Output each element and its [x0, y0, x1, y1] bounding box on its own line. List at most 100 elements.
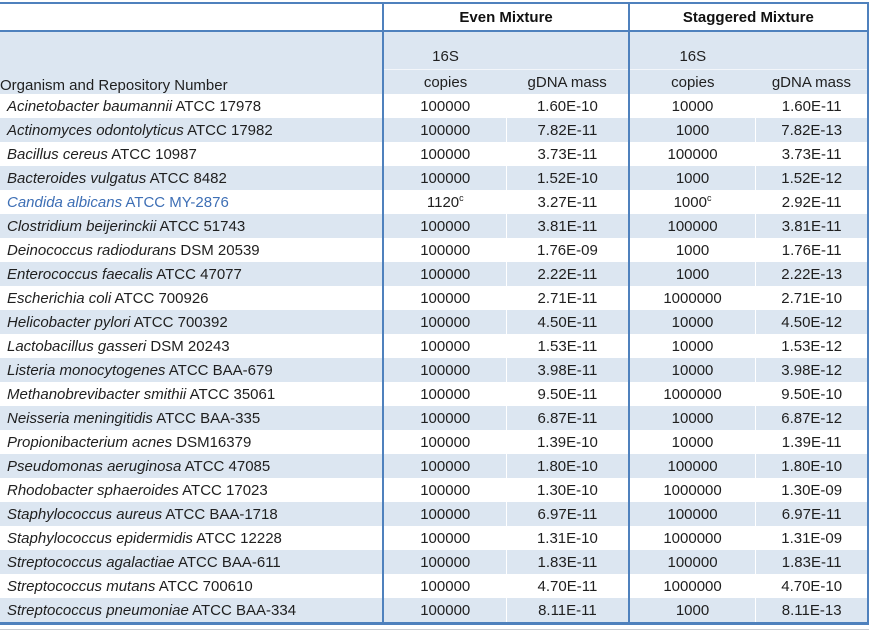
- staggered-16s-copies-cell: 1000: [627, 166, 756, 190]
- staggered-16s-copies-cell: 10000: [627, 358, 756, 382]
- organism-cell: Streptococcus mutans ATCC 700610: [0, 574, 383, 598]
- column-header-staggered-gdna-mass: gDNA mass: [755, 31, 868, 94]
- group-header-blank: [0, 3, 384, 32]
- staggered-16s-copies-cell: 1000c: [627, 190, 756, 214]
- even-gdna-mass-cell: 1.53E-11: [506, 334, 629, 358]
- column-header-organism: Organism and Repository Number: [0, 31, 384, 94]
- repository-number: ATCC 17978: [172, 97, 262, 115]
- organism-cell: Listeria monocytogenes ATCC BAA-679: [0, 358, 384, 382]
- staggered-gdna-mass-cell: 8.11E-13: [755, 598, 868, 624]
- repository-number: ATCC 47085: [181, 457, 271, 475]
- even-16s-copies-cell: 100000: [382, 478, 507, 502]
- organism-cell: Staphylococcus aureus ATCC BAA-1718: [0, 502, 384, 526]
- repository-number: ATCC 47077: [152, 265, 242, 283]
- organism-species-name: Propionibacterium acnes: [7, 433, 173, 451]
- even-gdna-mass-cell: 3.98E-11: [506, 358, 629, 382]
- staggered-gdna-mass-cell: 9.50E-10: [755, 382, 868, 406]
- staggered-gdna-mass-cell: 1.60E-11: [755, 94, 868, 118]
- organism-cell: Escherichia coli ATCC 700926: [0, 286, 383, 310]
- group-header-row: Even Mixture Staggered Mixture: [0, 3, 868, 32]
- header-copies-label: copies: [384, 69, 507, 94]
- staggered-16s-copies-cell: 1000000: [627, 286, 756, 310]
- staggered-16s-copies-cell: 1000000: [627, 526, 756, 550]
- organism-species-name: Streptococcus agalactiae: [7, 553, 175, 571]
- even-16s-copies-cell: 100000: [382, 94, 507, 118]
- staggered-gdna-mass-cell: 7.82E-13: [755, 118, 868, 142]
- repository-number: ATCC MY-2876: [122, 193, 229, 211]
- table-row: Acinetobacter baumannii ATCC 17978 100000…: [0, 94, 868, 118]
- even-16s-copies-cell: 1120c: [382, 190, 507, 214]
- staggered-gdna-mass-cell: 2.71E-10: [755, 286, 868, 310]
- even-16s-copies-cell: 100000: [382, 502, 507, 526]
- even-16s-copies-cell: 100000: [382, 286, 507, 310]
- even-16s-copies-cell: 100000: [382, 334, 507, 358]
- even-gdna-mass-cell: 1.80E-10: [506, 454, 629, 478]
- organism-species-name: Lactobacillus gasseri: [7, 337, 147, 355]
- organism-species-name: Helicobacter pylori: [7, 313, 131, 331]
- staggered-16s-copies-cell: 10000: [627, 406, 756, 430]
- staggered-gdna-mass-cell: 6.87E-12: [755, 406, 868, 430]
- staggered-gdna-mass-cell: 1.31E-09: [755, 526, 868, 550]
- repository-number: ATCC 35061: [186, 385, 276, 403]
- organism-cell: Methanobrevibacter smithii ATCC 35061: [0, 382, 383, 406]
- bottom-shadow-line: [0, 629, 869, 630]
- organism-cell: Acinetobacter baumannii ATCC 17978: [0, 94, 383, 118]
- organism-cell: Streptococcus agalactiae ATCC BAA-611: [0, 550, 384, 574]
- repository-number: ATCC 51743: [156, 217, 246, 235]
- even-gdna-mass-cell: 2.71E-11: [506, 286, 629, 310]
- repository-number: ATCC BAA-679: [165, 361, 273, 379]
- even-16s-copies-cell: 100000: [382, 118, 507, 142]
- organism-species-name: Bacillus cereus: [7, 145, 108, 163]
- repository-number: DSM 20243: [146, 337, 230, 355]
- even-16s-copies-cell: 100000: [382, 166, 507, 190]
- repository-number: ATCC BAA-611: [174, 553, 281, 571]
- organism-species-name: Escherichia coli: [7, 289, 112, 307]
- even-gdna-mass-cell: 1.60E-10: [506, 94, 629, 118]
- organism-cell: Bacteroides vulgatus ATCC 8482: [0, 166, 384, 190]
- organism-species-name: Rhodobacter sphaeroides: [7, 481, 179, 499]
- organism-species-name: Methanobrevibacter smithii: [7, 385, 187, 403]
- staggered-gdna-mass-cell: 1.52E-12: [755, 166, 868, 190]
- organism-cell: Helicobacter pylori ATCC 700392: [0, 310, 384, 334]
- table-row: Bacteroides vulgatus ATCC 8482 100000 1.52…: [0, 166, 868, 190]
- staggered-gdna-mass-cell: 2.22E-13: [755, 262, 868, 286]
- organism-cell: Lactobacillus gasseri DSM 20243: [0, 334, 383, 358]
- repository-number: ATCC 17982: [183, 121, 273, 139]
- even-gdna-mass-cell: 1.83E-11: [506, 550, 629, 574]
- staggered-16s-copies-cell: 1000: [627, 118, 756, 142]
- staggered-16s-copies-cell: 1000: [627, 598, 756, 624]
- staggered-gdna-mass-cell: 1.53E-12: [755, 334, 868, 358]
- staggered-16s-copies-cell: 10000: [627, 430, 756, 454]
- repository-number: ATCC 8482: [146, 169, 227, 187]
- even-16s-copies-cell: 100000: [382, 142, 507, 166]
- even-gdna-mass-cell: 4.70E-11: [506, 574, 629, 598]
- organism-species-name: Pseudomonas aeruginosa: [7, 457, 182, 475]
- staggered-16s-copies-cell: 100000: [627, 214, 756, 238]
- staggered-gdna-mass-cell: 1.39E-11: [755, 430, 868, 454]
- repository-number: ATCC 10987: [107, 145, 197, 163]
- even-16s-copies-cell: 100000: [382, 214, 507, 238]
- organism-species-name: Clostridium beijerinckii: [7, 217, 157, 235]
- organism-cell: Deinococcus radiodurans DSM 20539: [0, 238, 383, 262]
- even-gdna-mass-cell: 6.97E-11: [506, 502, 629, 526]
- table-row: Methanobrevibacter smithii ATCC 35061 100…: [0, 382, 868, 406]
- organism-cell: Rhodobacter sphaeroides ATCC 17023: [0, 478, 383, 502]
- organism-cell: Streptococcus pneumoniae ATCC BAA-334: [0, 598, 384, 624]
- organism-species-name: Neisseria meningitidis: [7, 409, 153, 427]
- even-gdna-mass-cell: 9.50E-11: [506, 382, 629, 406]
- organism-species-name: Staphylococcus epidermidis: [7, 529, 193, 547]
- table-row: Streptococcus agalactiae ATCC BAA-611 100…: [0, 550, 868, 574]
- even-gdna-mass-cell: 1.30E-10: [506, 478, 629, 502]
- repository-number: DSM16379: [172, 433, 252, 451]
- staggered-16s-copies-cell: 1000: [627, 262, 756, 286]
- staggered-gdna-mass-cell: 1.76E-11: [755, 238, 868, 262]
- organism-species-name: Streptococcus pneumoniae: [7, 601, 189, 619]
- organism-cell: Enterococcus faecalis ATCC 47077: [0, 262, 384, 286]
- even-gdna-mass-cell: 1.39E-10: [506, 430, 629, 454]
- even-16s-copies-cell: 100000: [382, 550, 507, 574]
- table-body: Acinetobacter baumannii ATCC 17978 100000…: [0, 94, 868, 624]
- staggered-16s-copies-cell: 10000: [627, 310, 756, 334]
- header-copies-label: copies: [629, 69, 756, 94]
- organism-species-name: Staphylococcus aureus: [7, 505, 163, 523]
- staggered-16s-copies-cell: 1000000: [627, 574, 756, 598]
